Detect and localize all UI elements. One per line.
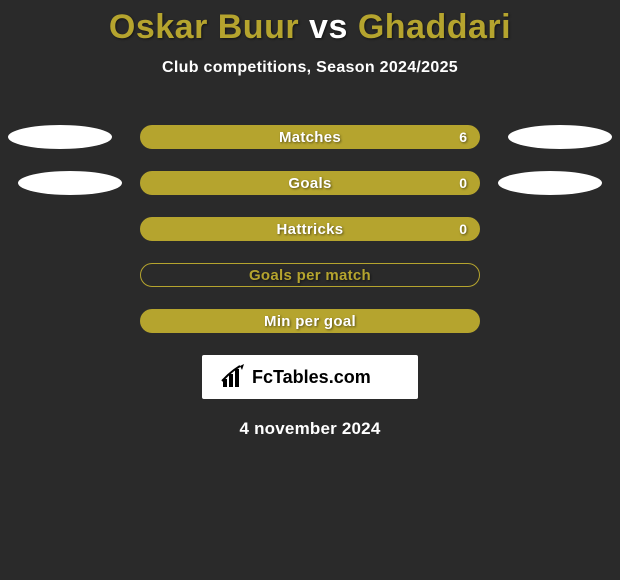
stat-value: 0 <box>459 221 467 237</box>
stat-row: Hattricks 0 <box>0 217 620 241</box>
stat-bar: Min per goal <box>140 309 480 333</box>
ellipse-right <box>508 125 612 149</box>
stat-bar: Goals 0 <box>140 171 480 195</box>
ellipse-left <box>8 125 112 149</box>
stat-row: Min per goal <box>0 309 620 333</box>
page-title: Oskar Buur vs Ghaddari <box>0 0 620 47</box>
stat-bar: Hattricks 0 <box>140 217 480 241</box>
stat-label: Goals <box>288 175 331 192</box>
stat-row: Goals 0 <box>0 171 620 195</box>
vs-separator: vs <box>309 8 348 46</box>
fctables-logo: FcTables.com <box>202 355 418 399</box>
chart-icon <box>222 364 244 387</box>
ellipse-left <box>18 171 122 195</box>
date-label: 4 november 2024 <box>0 419 620 439</box>
stat-row: Matches 6 <box>0 125 620 149</box>
stat-label: Matches <box>279 129 341 146</box>
player1-name: Oskar Buur <box>109 8 299 46</box>
stat-value: 0 <box>459 175 467 191</box>
subtitle: Club competitions, Season 2024/2025 <box>0 59 620 77</box>
stat-bar: Matches 6 <box>140 125 480 149</box>
stat-value: 6 <box>459 129 467 145</box>
ellipse-right <box>498 171 602 195</box>
stat-label: Min per goal <box>264 313 356 330</box>
stat-label: Goals per match <box>249 267 371 284</box>
stats-container: Matches 6 Goals 0 Hattricks 0 Goals per match M… <box>0 125 620 333</box>
stat-bar: Goals per match <box>140 263 480 287</box>
player2-name: Ghaddari <box>358 8 511 46</box>
logo-text: FcTables.com <box>252 367 371 387</box>
stat-label: Hattricks <box>277 221 344 238</box>
stat-row: Goals per match <box>0 263 620 287</box>
footer: FcTables.com <box>0 355 620 399</box>
